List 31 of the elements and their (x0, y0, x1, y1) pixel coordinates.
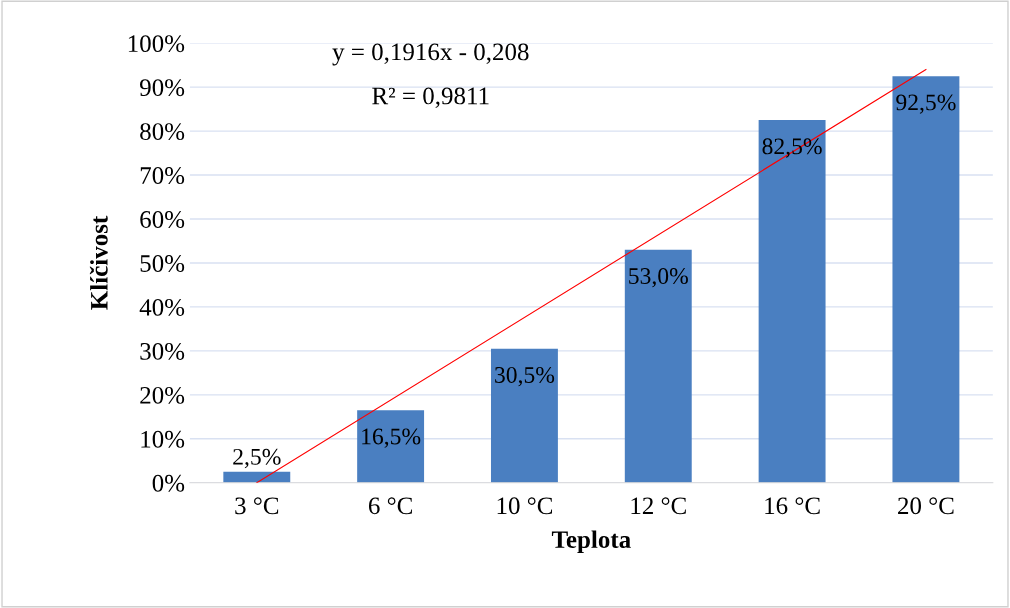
x-tick-label: 10 °C (497, 497, 553, 515)
y-tick-label: 100% (128, 35, 185, 53)
data-label: 92,5% (896, 94, 956, 114)
y-tick-label: 0% (152, 474, 185, 492)
y-tick-label: 80% (140, 123, 185, 141)
x-tick-label: 20 °C (898, 497, 954, 515)
x-tick-label: 12 °C (631, 497, 686, 515)
y-tick-label: 50% (140, 255, 185, 272)
data-label: 16,5% (362, 428, 421, 448)
y-tick-label: 40% (139, 298, 185, 316)
y-tick-label: 20% (140, 386, 185, 404)
bar (624, 249, 692, 483)
y-tick-label: 90% (140, 79, 185, 97)
y-tick-label: 30% (140, 342, 185, 360)
y-tick-label: 10% (141, 430, 185, 448)
x-tick-label: 3 °C (235, 497, 279, 515)
x-tick-label: 6 °C (368, 497, 412, 515)
y-axis-title: Klíčivost (89, 215, 108, 310)
data-label: 53,0% (629, 268, 688, 288)
x-tick-label: 16 °C (765, 497, 820, 515)
bar (357, 410, 425, 483)
y-tick-label: 70% (140, 167, 185, 185)
annotation: R² = 0,9811 (372, 87, 489, 108)
bar (892, 76, 960, 483)
bar (758, 120, 826, 483)
y-tick-label: 60% (140, 211, 185, 228)
data-label: 30,5% (495, 366, 555, 387)
annotation: y = 0,1916x - 0,208 (332, 43, 529, 66)
bar (490, 348, 558, 483)
data-label: 2,5% (233, 448, 281, 469)
x-axis-title: Teplota (551, 530, 631, 554)
